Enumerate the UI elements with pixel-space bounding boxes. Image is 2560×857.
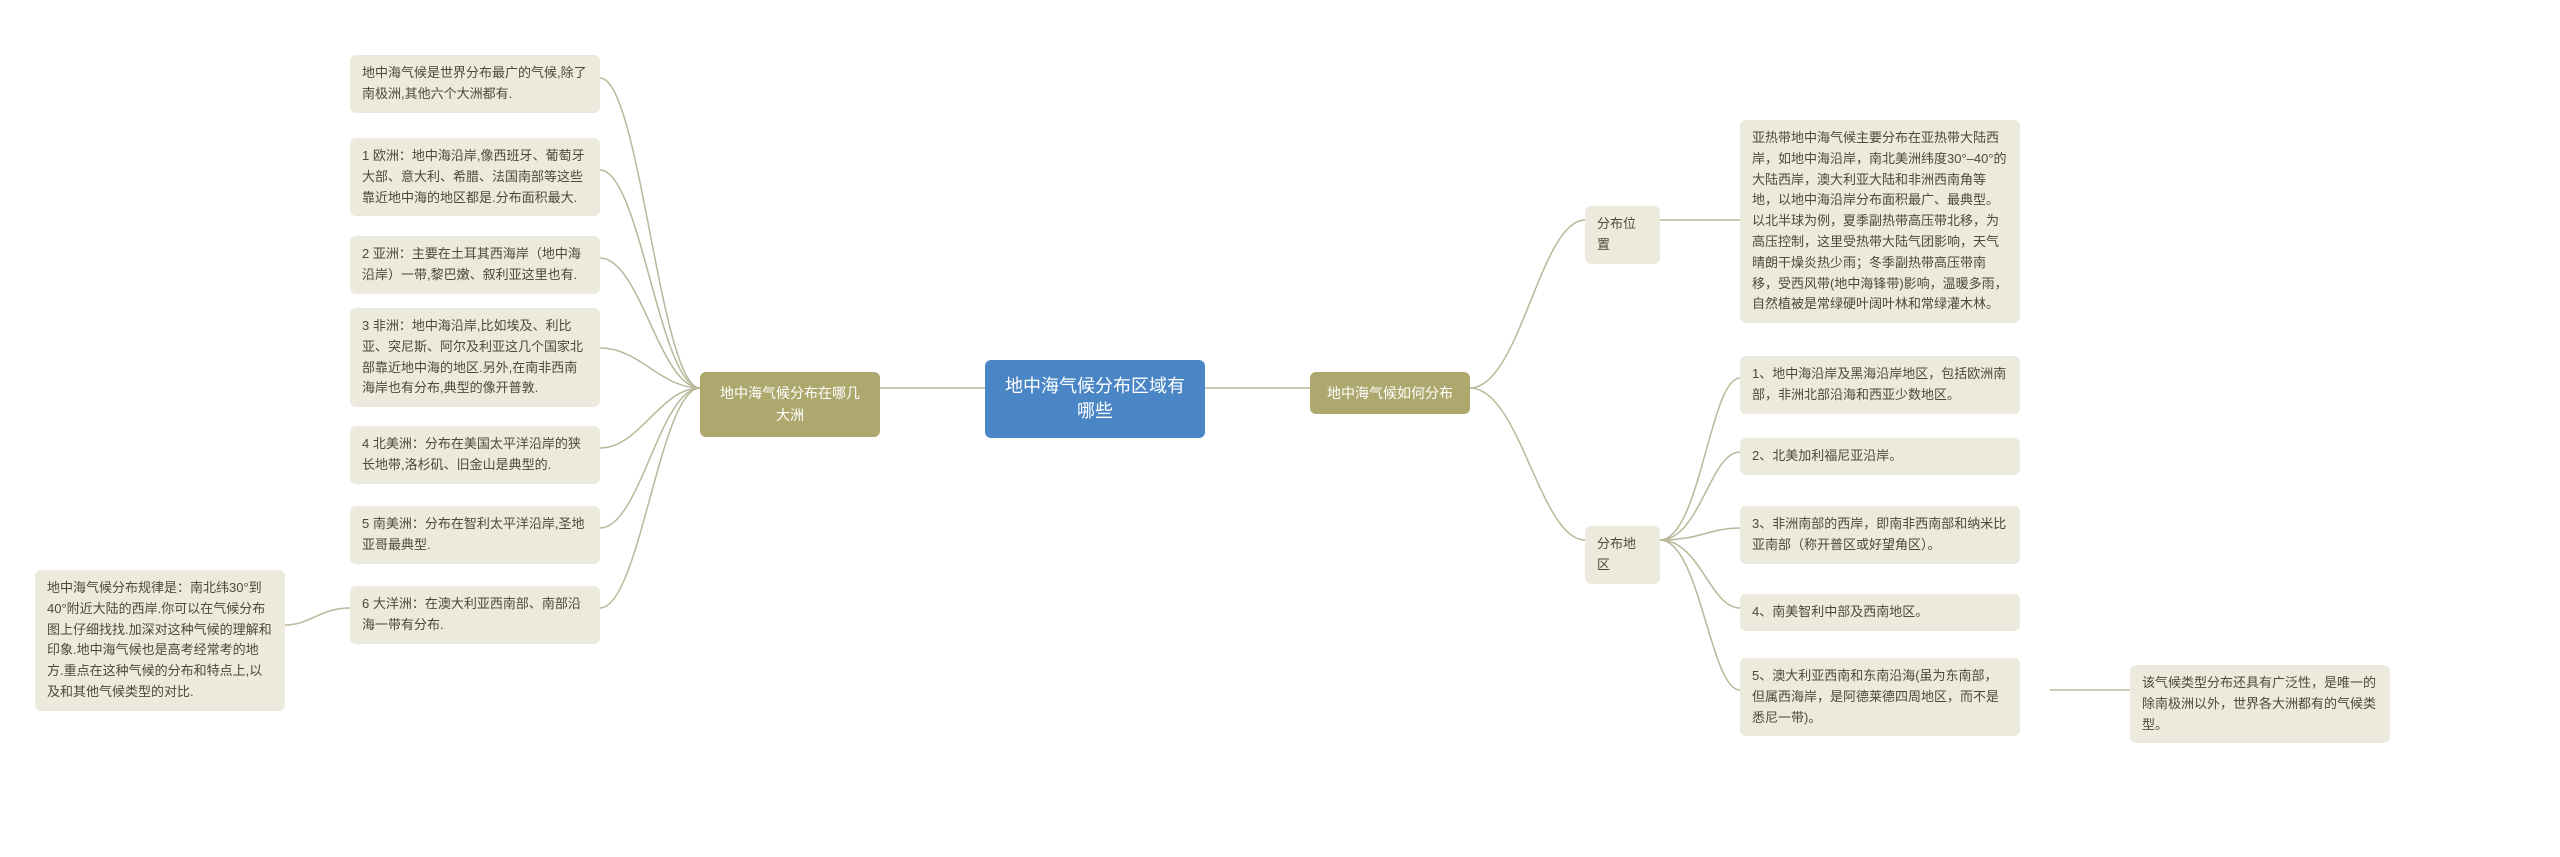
root-node[interactable]: 地中海气候分布区域有哪些 [985, 360, 1205, 438]
region-item-2[interactable]: 3、非洲南部的西岸，即南非西南部和纳米比亚南部（称开普区或好望角区）。 [1740, 506, 2020, 564]
left-leaf-4[interactable]: 4 北美洲：分布在美国太平洋沿岸的狭长地带,洛杉矶、旧金山是典型的. [350, 426, 600, 484]
left-leaf-2[interactable]: 2 亚洲：主要在土耳其西海岸（地中海沿岸）一带,黎巴嫩、叙利亚这里也有. [350, 236, 600, 294]
sub-region[interactable]: 分布地区 [1585, 526, 1660, 584]
region-item-3[interactable]: 4、南美智利中部及西南地区。 [1740, 594, 2020, 631]
sub-location[interactable]: 分布位置 [1585, 206, 1660, 264]
right-annotation[interactable]: 该气候类型分布还具有广泛性，是唯一的除南极洲以外，世界各大洲都有的气候类型。 [2130, 665, 2390, 743]
left-leaf-0[interactable]: 地中海气候是世界分布最广的气候,除了南极洲,其他六个大洲都有. [350, 55, 600, 113]
left-leaf-5[interactable]: 5 南美洲：分布在智利太平洋沿岸,圣地亚哥最典型. [350, 506, 600, 564]
mindmap-canvas: 地中海气候分布区域有哪些 地中海气候分布在哪几大洲 地中海气候是世界分布最广的气… [0, 0, 2560, 857]
region-item-4[interactable]: 5、澳大利亚西南和东南沿海(虽为东南部，但属西海岸，是阿德莱德四周地区，而不是悉… [1740, 658, 2020, 736]
left-leaf-3[interactable]: 3 非洲：地中海沿岸,比如埃及、利比亚、突尼斯、阿尔及利亚这几个国家北部靠近地中… [350, 308, 600, 407]
left-branch[interactable]: 地中海气候分布在哪几大洲 [700, 372, 880, 437]
left-leaf-6[interactable]: 6 大洋洲：在澳大利亚西南部、南部沿海一带有分布. [350, 586, 600, 644]
region-item-0[interactable]: 1、地中海沿岸及黑海沿岸地区，包括欧洲南部，非洲北部沿海和西亚少数地区。 [1740, 356, 2020, 414]
region-item-1[interactable]: 2、北美加利福尼亚沿岸。 [1740, 438, 2020, 475]
right-branch[interactable]: 地中海气候如何分布 [1310, 372, 1470, 414]
sub-location-text[interactable]: 亚热带地中海气候主要分布在亚热带大陆西岸，如地中海沿岸，南北美洲纬度30°–40… [1740, 120, 2020, 323]
left-annotation[interactable]: 地中海气候分布规律是：南北纬30°到40°附近大陆的西岸.你可以在气候分布图上仔… [35, 570, 285, 711]
left-leaf-1[interactable]: 1 欧洲：地中海沿岸,像西班牙、葡萄牙大部、意大利、希腊、法国南部等这些靠近地中… [350, 138, 600, 216]
